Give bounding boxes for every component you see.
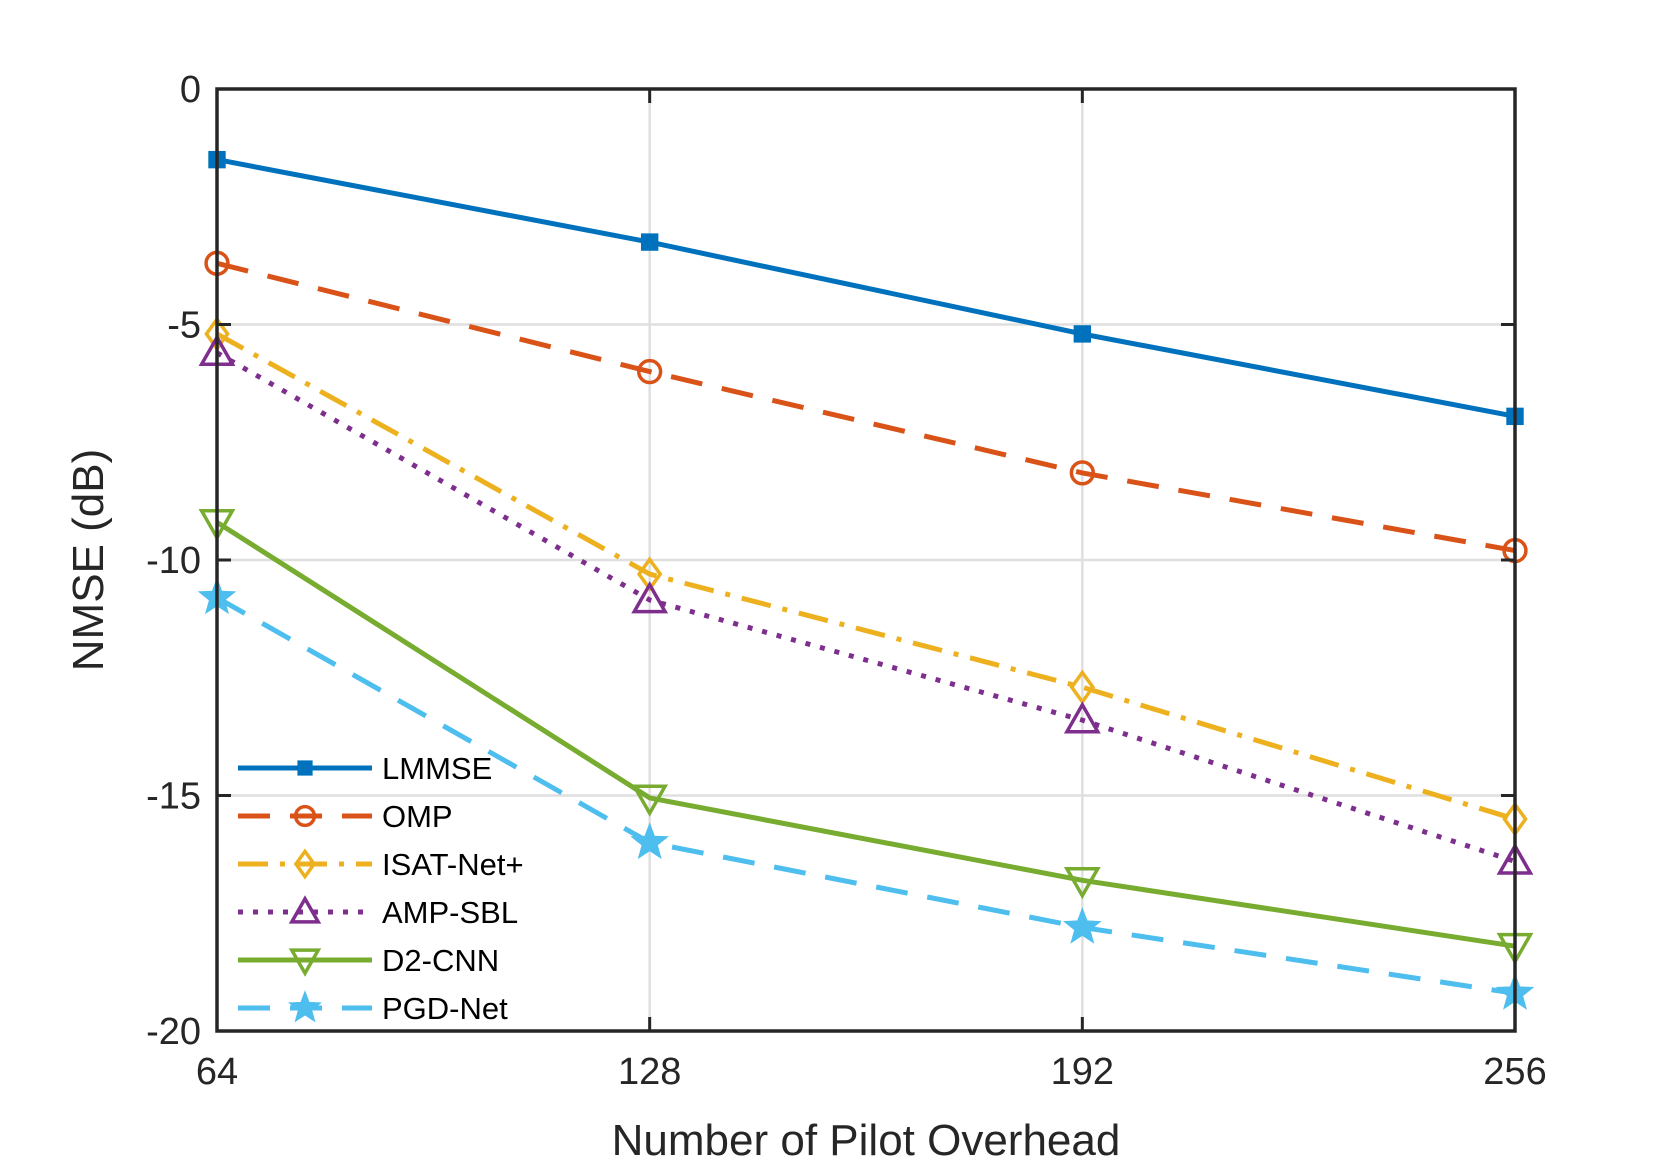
legend-marker bbox=[288, 895, 322, 924]
legend-label: D2-CNN bbox=[382, 943, 499, 978]
series-layer bbox=[197, 150, 1535, 1010]
legend-item: ISAT-Net+ bbox=[238, 847, 524, 882]
legend-label: ISAT-Net+ bbox=[382, 847, 524, 882]
x-tick-label: 192 bbox=[1051, 1051, 1114, 1093]
legend-item: AMP-SBL bbox=[238, 895, 518, 930]
legend-marker bbox=[287, 990, 323, 1023]
axis-ticks bbox=[215, 87, 1517, 1033]
data-point bbox=[1073, 325, 1092, 343]
x-tick-label: 128 bbox=[618, 1051, 681, 1093]
legend-marker bbox=[293, 848, 317, 880]
data-point bbox=[1063, 907, 1102, 944]
legend-label: LMMSE bbox=[382, 751, 492, 786]
series-line bbox=[216, 260, 1516, 554]
data-point bbox=[636, 358, 663, 385]
series-amp-sbl bbox=[198, 333, 1534, 875]
legend: LMMSE OMP ISAT-Net+ AMP-SBL D2-CNN PGD-Net bbox=[238, 751, 524, 1026]
x-tick-label: 256 bbox=[1483, 1051, 1546, 1093]
legend-marker bbox=[288, 948, 322, 977]
y-tick-label: -5 bbox=[167, 305, 201, 347]
legend-label: OMP bbox=[382, 799, 453, 834]
x-axis-label: Number of Pilot Overhead bbox=[612, 1116, 1121, 1165]
data-point bbox=[1063, 701, 1101, 734]
legend-label: PGD-Net bbox=[382, 991, 508, 1026]
legend-marker bbox=[293, 804, 317, 828]
data-point bbox=[636, 556, 663, 592]
legend-label: AMP-SBL bbox=[382, 895, 518, 930]
legend-item: D2-CNN bbox=[238, 943, 499, 978]
data-point bbox=[630, 822, 670, 860]
series-line bbox=[216, 157, 1516, 419]
series-line bbox=[215, 595, 1516, 996]
tick-labels: 64 128 192 256 0 -5 -10 -15 -20 bbox=[146, 69, 1547, 1093]
y-tick-label: -20 bbox=[146, 1011, 201, 1053]
legend-item: PGD-Net bbox=[238, 990, 508, 1026]
y-axis-label: NMSE (dB) bbox=[64, 449, 113, 671]
series-line bbox=[215, 520, 1516, 949]
data-point bbox=[631, 784, 669, 817]
data-point bbox=[1069, 460, 1096, 486]
data-point bbox=[1063, 866, 1101, 900]
legend-item: LMMSE bbox=[238, 751, 492, 786]
data-point bbox=[631, 581, 669, 614]
x-tick-label: 64 bbox=[196, 1051, 238, 1093]
y-tick-label: -10 bbox=[146, 540, 201, 582]
legend-marker bbox=[297, 760, 313, 776]
legend-item: OMP bbox=[238, 799, 453, 834]
y-tick-label: 0 bbox=[180, 69, 201, 111]
data-point bbox=[640, 233, 659, 251]
y-tick-label: -15 bbox=[146, 776, 201, 818]
series-line bbox=[215, 331, 1516, 822]
series-line bbox=[215, 350, 1516, 864]
